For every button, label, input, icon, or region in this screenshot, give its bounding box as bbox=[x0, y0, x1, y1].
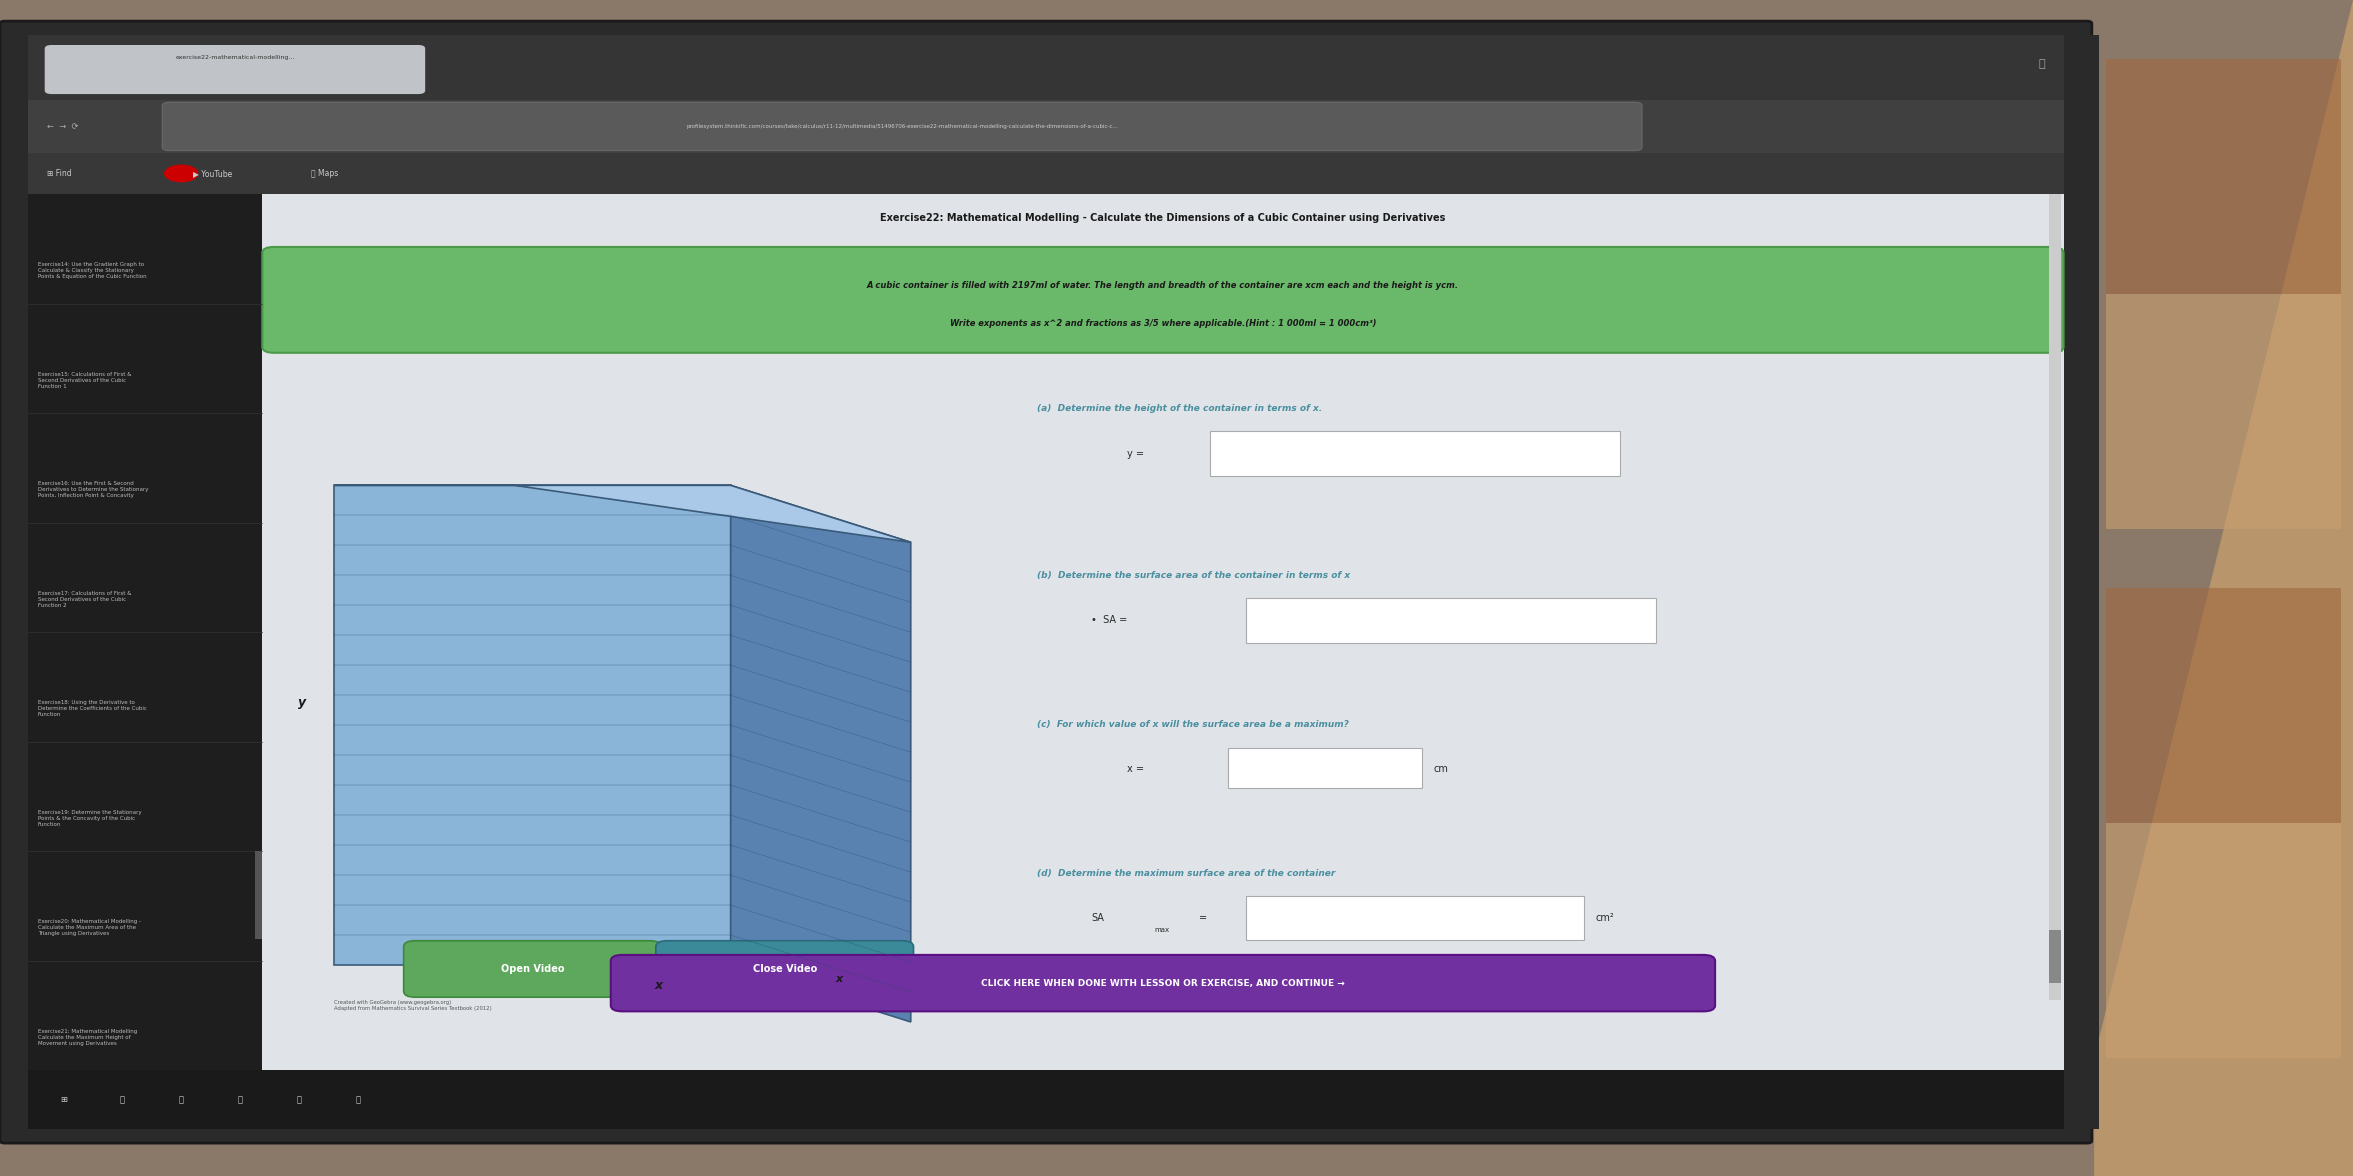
Text: x: x bbox=[654, 980, 664, 993]
Text: Close Video: Close Video bbox=[753, 964, 816, 974]
Text: Exercise18: Using the Derivative to
Determine the Coefficients of the Cubic
Func: Exercise18: Using the Derivative to Dete… bbox=[38, 701, 146, 717]
Bar bbox=[2106, 588, 2341, 823]
Bar bbox=[28, 194, 261, 1070]
Text: CLICK HERE WHEN DONE WITH LESSON OR EXERCISE, AND CONTINUE →: CLICK HERE WHEN DONE WITH LESSON OR EXER… bbox=[981, 978, 1346, 988]
Text: (c)  For which value of x will the surface area be a maximum?: (c) For which value of x will the surfac… bbox=[1038, 720, 1348, 729]
Polygon shape bbox=[2094, 0, 2353, 1176]
FancyBboxPatch shape bbox=[162, 102, 1642, 151]
FancyBboxPatch shape bbox=[45, 45, 426, 94]
Polygon shape bbox=[334, 486, 732, 965]
Text: ⬛: ⬛ bbox=[179, 1095, 184, 1104]
Text: 🗺 Maps: 🗺 Maps bbox=[311, 169, 339, 178]
Text: Created with GeoGebra (www.geogebra.org)
Adapted from Mathematics Survival Serie: Created with GeoGebra (www.geogebra.org)… bbox=[334, 1001, 492, 1011]
Bar bbox=[2064, 35, 2099, 1129]
Text: Exercise21: Mathematical Modelling
Calculate the Maximum Height of
Movement usin: Exercise21: Mathematical Modelling Calcu… bbox=[38, 1029, 136, 1045]
FancyBboxPatch shape bbox=[1228, 748, 1421, 788]
Text: ⤢: ⤢ bbox=[2038, 59, 2045, 69]
Text: cm: cm bbox=[1433, 764, 1447, 774]
Text: (b)  Determine the surface area of the container in terms of x: (b) Determine the surface area of the co… bbox=[1038, 570, 1351, 580]
Bar bbox=[2106, 59, 2341, 294]
Polygon shape bbox=[28, 35, 1294, 1129]
Text: ⊞ Find: ⊞ Find bbox=[47, 169, 71, 178]
FancyBboxPatch shape bbox=[1209, 432, 1621, 476]
Text: Exercise17: Calculations of First &
Second Derivatives of the Cubic
Function 2: Exercise17: Calculations of First & Seco… bbox=[38, 592, 132, 608]
Bar bbox=[28, 100, 2064, 153]
Polygon shape bbox=[334, 486, 911, 542]
Text: max: max bbox=[1153, 927, 1169, 933]
Text: •  SA =: • SA = bbox=[1092, 615, 1127, 626]
Text: SA: SA bbox=[1092, 913, 1104, 923]
Bar bbox=[2106, 294, 2341, 529]
Text: 📁: 📁 bbox=[238, 1095, 242, 1104]
Text: Exercise16: Use the First & Second
Derivatives to Determine the Stationary
Point: Exercise16: Use the First & Second Deriv… bbox=[38, 481, 148, 497]
FancyBboxPatch shape bbox=[656, 941, 913, 997]
Text: Exercise19: Determine the Stationary
Points & the Concavity of the Cubic
Functio: Exercise19: Determine the Stationary Poi… bbox=[38, 810, 141, 827]
Text: (a)  Determine the height of the container in terms of x.: (a) Determine the height of the containe… bbox=[1038, 405, 1322, 413]
Bar bbox=[2106, 823, 2341, 1058]
FancyBboxPatch shape bbox=[405, 941, 661, 997]
FancyBboxPatch shape bbox=[1247, 896, 1584, 941]
Text: exercise22-mathematical-modelling...: exercise22-mathematical-modelling... bbox=[174, 55, 294, 60]
Circle shape bbox=[165, 166, 198, 182]
Text: 📧: 📧 bbox=[355, 1095, 360, 1104]
Text: 🔍: 🔍 bbox=[120, 1095, 125, 1104]
FancyBboxPatch shape bbox=[0, 21, 2092, 1143]
Bar bbox=[28, 35, 2064, 1129]
FancyBboxPatch shape bbox=[1247, 597, 1657, 642]
Text: 🌐: 🌐 bbox=[296, 1095, 301, 1104]
Text: y =: y = bbox=[1127, 449, 1144, 459]
Text: =: = bbox=[1200, 913, 1207, 923]
Text: Exercise22: Mathematical Modelling - Calculate the Dimensions of a Cubic Contain: Exercise22: Mathematical Modelling - Cal… bbox=[880, 213, 1445, 222]
Text: x =: x = bbox=[1127, 764, 1144, 774]
Text: A cubic container is filled with 2197ml of water. The length and breadth of the : A cubic container is filled with 2197ml … bbox=[866, 281, 1459, 290]
Text: y: y bbox=[299, 696, 306, 709]
Text: Write exponents as x^2 and fractions as 3/5 where applicable.(Hint : 1 000ml = 1: Write exponents as x^2 and fractions as … bbox=[951, 319, 1377, 328]
Polygon shape bbox=[732, 486, 911, 1022]
Bar bbox=[28, 1070, 2064, 1129]
Bar bbox=[2049, 194, 2061, 1000]
Text: Exercise15: Calculations of First &
Second Derivatives of the Cubic
Function 1: Exercise15: Calculations of First & Seco… bbox=[38, 372, 132, 388]
FancyBboxPatch shape bbox=[261, 247, 2064, 353]
Text: x: x bbox=[835, 975, 842, 984]
Text: profilesystem.thinkific.com/courses/take/calculus/r11-12/multimedia/51496706-exe: profilesystem.thinkific.com/courses/take… bbox=[687, 123, 1118, 129]
FancyBboxPatch shape bbox=[612, 955, 1715, 1011]
Bar bbox=[261, 194, 2064, 1070]
Bar bbox=[254, 851, 261, 938]
Bar bbox=[28, 153, 2064, 194]
Text: ←  →  ⟳: ← → ⟳ bbox=[47, 122, 78, 131]
Bar bbox=[2049, 930, 2061, 983]
Text: cm²: cm² bbox=[1595, 913, 1614, 923]
Text: Exercise14: Use the Gradient Graph to
Calculate & Classify the Stationary
Points: Exercise14: Use the Gradient Graph to Ca… bbox=[38, 262, 146, 279]
Text: (d)  Determine the maximum surface area of the container: (d) Determine the maximum surface area o… bbox=[1038, 869, 1334, 877]
Text: Open Video: Open Video bbox=[501, 964, 565, 974]
Bar bbox=[28, 35, 2064, 100]
Text: ▶ YouTube: ▶ YouTube bbox=[193, 169, 233, 178]
Text: ⊞: ⊞ bbox=[61, 1095, 66, 1104]
Text: Exercise20: Mathematical Modelling -
Calculate the Maximum Area of the
Triangle : Exercise20: Mathematical Modelling - Cal… bbox=[38, 920, 141, 936]
